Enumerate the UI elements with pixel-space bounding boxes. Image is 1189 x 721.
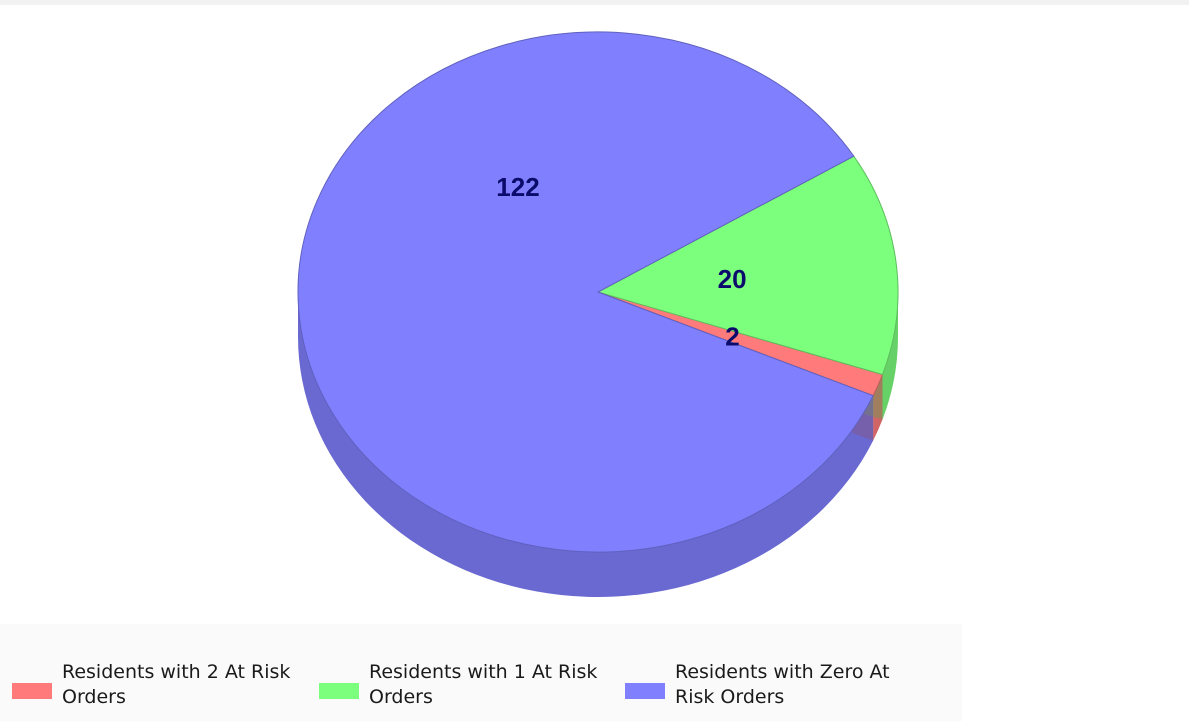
pie-tops	[297, 31, 899, 553]
legend-swatch	[625, 683, 665, 699]
top-strip	[0, 0, 1189, 5]
data-label-1: 20	[718, 264, 747, 294]
pie-wall-2	[298, 292, 874, 597]
pie-wall-1	[882, 292, 898, 420]
legend-swatch	[12, 683, 52, 699]
chart-legend: Residents with 2 At Risk Orders Resident…	[0, 624, 962, 721]
data-label-0: 2	[725, 322, 739, 352]
data-label-2: 122	[496, 172, 539, 202]
legend-label: Residents with 2 At Risk Orders	[62, 661, 291, 708]
pie-slice-1	[596, 155, 899, 376]
legend-swatch	[319, 683, 359, 699]
legend-label: Residents with 1 At Risk Orders	[369, 661, 598, 708]
pie-slice-2	[297, 31, 874, 553]
pie-chart: 2 20 122	[297, 31, 899, 597]
pie-labels: 2 20 122	[496, 172, 746, 352]
legend-label: Residents with Zero At Risk Orders	[675, 661, 890, 708]
